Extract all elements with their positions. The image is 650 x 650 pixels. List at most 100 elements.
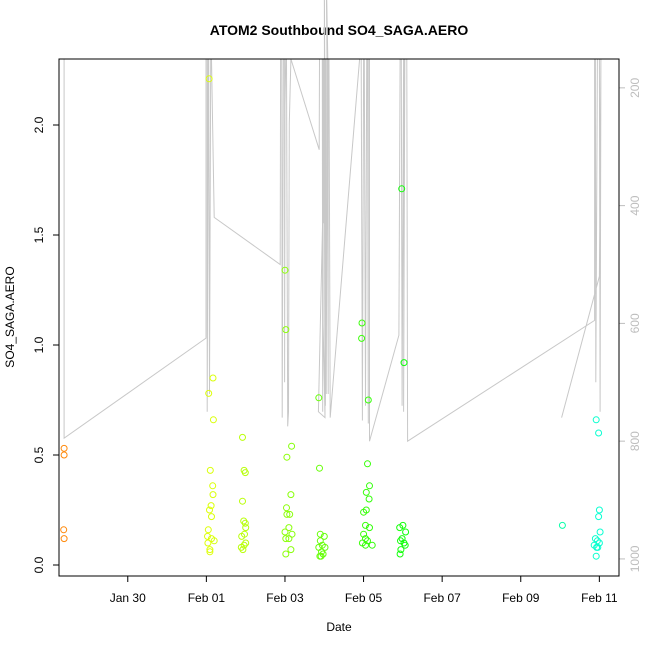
data-point <box>317 552 325 560</box>
data-point <box>592 416 600 424</box>
data-point <box>397 537 404 545</box>
right-tick-label: 200 <box>628 78 642 98</box>
data-point <box>60 444 68 452</box>
data-point <box>206 546 214 554</box>
data-point <box>316 537 324 545</box>
data-point <box>320 532 328 540</box>
data-point <box>595 429 603 437</box>
data-point <box>206 506 213 514</box>
data-point <box>282 535 290 543</box>
data-point <box>365 495 373 503</box>
data-point <box>205 389 213 397</box>
data-point <box>595 506 603 514</box>
data-point <box>241 469 249 477</box>
x-tick-label: Feb 01 <box>188 591 226 605</box>
data-point <box>366 524 373 532</box>
y-tick-label: 2.0 <box>32 116 46 133</box>
data-point <box>206 466 214 474</box>
data-point <box>316 530 324 538</box>
x-tick-label: Feb 05 <box>345 591 383 605</box>
data-point <box>281 266 289 274</box>
data-point <box>238 532 246 540</box>
data-point <box>594 543 602 551</box>
right-tick-label: 400 <box>628 195 642 215</box>
data-point <box>60 451 68 459</box>
data-point <box>241 519 249 527</box>
data-point <box>281 528 289 536</box>
data-point <box>204 532 211 540</box>
data-point <box>282 326 290 334</box>
data-point <box>205 75 213 83</box>
altitude-line <box>61 0 602 443</box>
data-point <box>60 535 68 543</box>
data-point <box>206 548 214 556</box>
data-point <box>595 513 603 521</box>
data-point <box>209 482 217 490</box>
data-point <box>401 541 409 549</box>
data-point <box>396 550 404 558</box>
data-point <box>398 185 406 193</box>
data-point <box>287 546 295 554</box>
right-tick-label: 800 <box>628 431 642 451</box>
data-point <box>209 491 217 499</box>
data-point <box>398 535 406 543</box>
x-tick-label: Feb 07 <box>423 591 461 605</box>
y-tick-label: 1.0 <box>32 336 46 353</box>
data-point <box>316 464 323 472</box>
plot-frame <box>58 58 620 577</box>
data-point <box>358 334 366 342</box>
data-point <box>368 541 376 549</box>
data-point <box>239 433 246 441</box>
data-point <box>396 524 404 532</box>
data-point <box>204 526 212 534</box>
data-point <box>240 517 248 525</box>
data-point <box>366 482 373 490</box>
data-point <box>208 513 215 521</box>
data-point <box>242 524 250 532</box>
data-point <box>283 510 291 518</box>
data-point <box>591 535 599 543</box>
data-point <box>402 528 410 536</box>
data-point <box>318 548 325 556</box>
data-point <box>285 524 293 532</box>
data-point <box>362 521 369 529</box>
data-point <box>315 394 323 402</box>
data-point <box>209 374 217 382</box>
right-tick-label: 1000 <box>628 545 642 572</box>
y-tick-label: 0.0 <box>32 556 46 573</box>
data-point <box>239 497 246 505</box>
data-point <box>60 526 68 534</box>
x-tick-label: Feb 11 <box>581 591 618 605</box>
data-point <box>283 504 290 512</box>
data-point <box>360 530 368 538</box>
data-point <box>362 488 370 496</box>
data-points <box>60 75 604 560</box>
data-point <box>362 506 370 514</box>
data-point <box>400 359 408 367</box>
data-point <box>358 319 366 327</box>
data-point <box>592 552 600 560</box>
altitude-track <box>61 0 602 443</box>
x-axis-label: Date <box>326 620 352 634</box>
data-point <box>237 543 245 551</box>
right-tick-label: 600 <box>628 313 642 333</box>
axes: Jan 30 Feb 01 Feb 03 Feb 05 Feb 07 Feb 09 Feb … <box>32 78 642 605</box>
y-tick-label: 1.5 <box>32 226 46 243</box>
data-point <box>558 521 566 529</box>
data-point <box>288 442 296 450</box>
data-point <box>285 535 293 543</box>
x-tick-label: Feb 03 <box>266 591 304 605</box>
data-point <box>286 510 294 518</box>
data-point <box>364 460 371 468</box>
chart-title: ATOM2 Southbound SO4_SAGA.AERO <box>210 22 469 38</box>
data-point <box>239 546 247 554</box>
data-point <box>590 541 598 549</box>
data-point <box>397 546 405 554</box>
data-point <box>209 416 217 424</box>
data-point <box>283 453 291 461</box>
x-tick-label: Jan 30 <box>110 591 146 605</box>
y-axis-label: SO4_SAGA.AERO <box>3 266 17 367</box>
data-point <box>210 537 218 545</box>
data-point <box>242 539 250 547</box>
